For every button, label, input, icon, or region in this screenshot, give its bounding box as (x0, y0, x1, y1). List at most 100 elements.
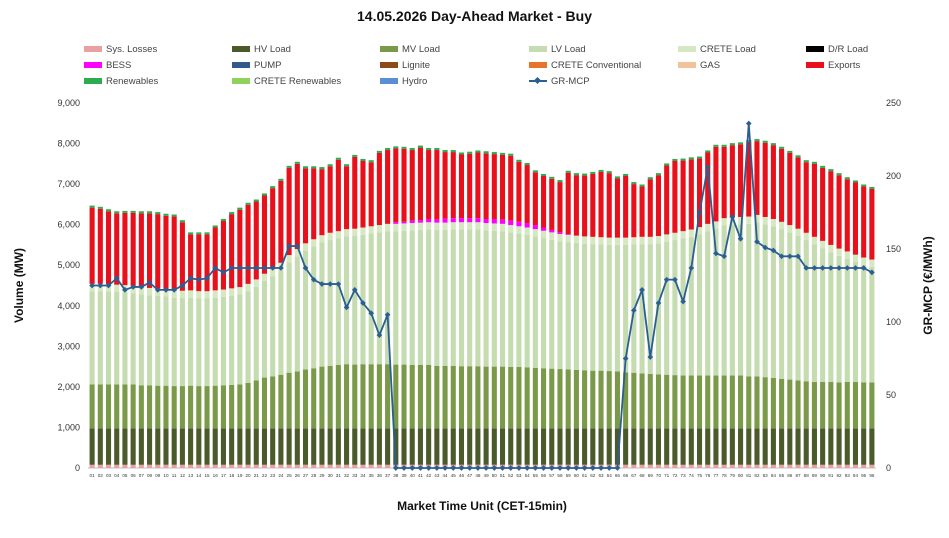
bar-segment (844, 177, 850, 180)
bar-segment (450, 152, 456, 219)
mcp-point (622, 355, 629, 362)
bar-segment (844, 179, 850, 252)
mcp-point (278, 265, 284, 271)
bar-segment (869, 259, 875, 267)
bar-segment (779, 146, 785, 149)
bar-segment (261, 428, 268, 465)
bar-segment (828, 169, 834, 172)
x-tick-label: 90 (820, 473, 826, 478)
bar-segment (352, 156, 358, 229)
bar-segment (836, 173, 842, 176)
bar-segment (869, 186, 875, 189)
bar-segment (327, 428, 333, 465)
bar-segment (171, 428, 177, 465)
bar-segment (729, 224, 735, 376)
bar-segment (344, 229, 350, 237)
bar-segment (204, 291, 210, 299)
mcp-point (327, 281, 333, 287)
bar-segment (360, 160, 366, 228)
legend-item: GAS (678, 58, 720, 72)
bar-segment (319, 428, 325, 465)
bar-segment (483, 366, 489, 429)
bar-segment (828, 382, 834, 429)
bar-segment (623, 464, 629, 468)
bar-segment (811, 163, 817, 237)
x-axis-label: Market Time Unit (CET-15min) (397, 499, 567, 513)
legend-label: CRETE Renewables (254, 75, 342, 87)
x-tick-label: 25 (287, 473, 293, 478)
bar-segment (212, 290, 218, 298)
legend-swatch (380, 62, 398, 68)
bar-segment (196, 291, 202, 299)
bar-segment (155, 296, 161, 386)
bar-segment (688, 236, 694, 376)
bar-segment (524, 367, 530, 429)
bar-segment (541, 238, 547, 369)
bar-segment (623, 176, 629, 238)
bar-segment (352, 154, 358, 157)
legend-item: CRETE Renewables (232, 74, 341, 88)
bar-segment (852, 382, 859, 429)
bar-segment (409, 220, 415, 224)
bar-segment (89, 207, 95, 284)
bar-segment (426, 218, 432, 223)
bar-segment (105, 209, 112, 212)
mcp-point (130, 284, 136, 290)
bar-segment (811, 236, 817, 245)
legend-item: BESS (84, 58, 131, 72)
bar-segment (188, 290, 194, 298)
bar-segment (557, 180, 563, 183)
x-tick-label: 47 (467, 473, 473, 478)
bar-segment (220, 218, 226, 222)
bar-segment (89, 384, 95, 429)
legend-item: PUMP (232, 58, 281, 72)
bar-segment (508, 220, 514, 226)
bar-segment (204, 386, 210, 429)
bar-segment (565, 242, 571, 370)
y-tick-label: 6,000 (57, 220, 80, 230)
bar-segment (549, 229, 555, 233)
bar-segment (762, 142, 768, 217)
mcp-point (154, 287, 161, 293)
bar-segment (623, 428, 629, 465)
x-tick-label: 85 (779, 473, 785, 478)
bar-segment (516, 367, 522, 429)
bar-segment (516, 428, 522, 465)
x-tick-label: 30 (328, 473, 334, 478)
bar-segment (294, 464, 300, 468)
bar-segment (820, 428, 826, 465)
bar-segment (270, 186, 276, 189)
x-tick-label: 27 (303, 473, 309, 478)
bar-segment (442, 428, 448, 465)
x-tick-label: 86 (787, 473, 793, 478)
mcp-point (392, 465, 399, 471)
bar-segment (713, 144, 719, 147)
legend-item: MV Load (380, 42, 440, 56)
bar-segment (828, 244, 834, 253)
bar-segment (557, 182, 563, 233)
mcp-point (351, 287, 358, 293)
bar-segment (270, 428, 276, 465)
bar-segment (229, 288, 235, 296)
bar-segment (729, 464, 735, 468)
bar-segment (360, 364, 366, 429)
y-tick-label: 4,000 (57, 301, 80, 311)
bar-segment (647, 373, 653, 429)
x-tick-label: 74 (689, 473, 695, 478)
bar-segment (557, 428, 563, 465)
bar-segment (483, 428, 489, 465)
bar-segment (122, 212, 128, 286)
x-tick-label: 71 (664, 473, 670, 478)
mcp-point (803, 265, 810, 271)
bar-segment (278, 270, 284, 375)
x-tick-label: 42 (426, 473, 432, 478)
bar-segment (122, 210, 128, 213)
mcp-point (565, 465, 572, 471)
bar-segment (532, 172, 538, 226)
legend-label: Lignite (402, 59, 430, 71)
mcp-point (745, 120, 752, 127)
bar-segment (844, 382, 850, 429)
bar-segment (557, 232, 563, 234)
legend-item: Renewables (84, 74, 158, 88)
bar-segment (631, 184, 637, 238)
